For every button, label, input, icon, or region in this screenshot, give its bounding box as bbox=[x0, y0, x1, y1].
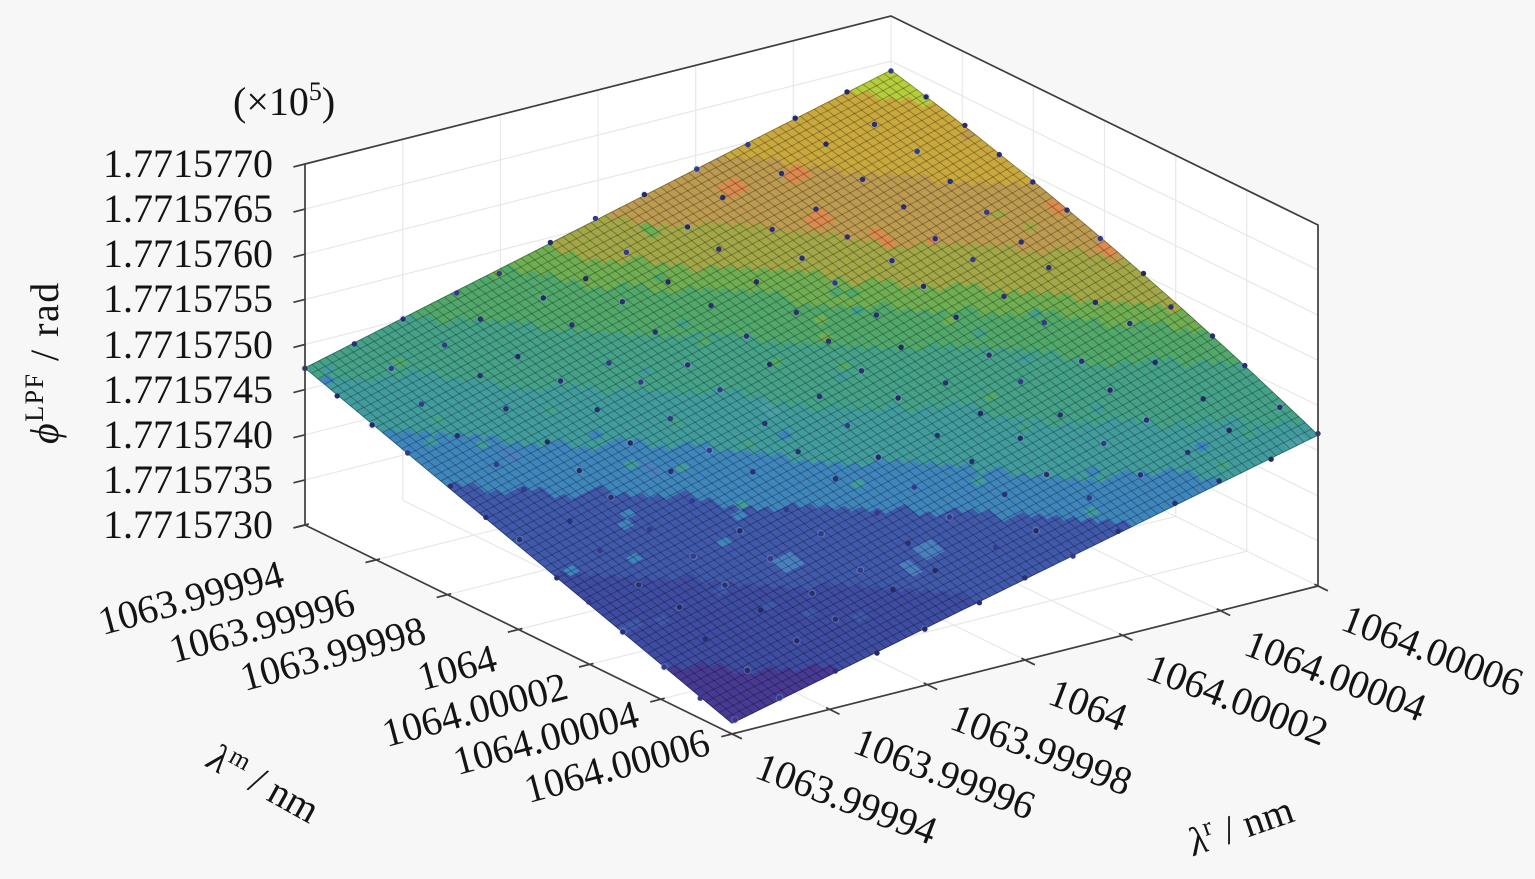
svg-text:1.7715740: 1.7715740 bbox=[103, 412, 273, 457]
svg-text:1.7715730: 1.7715730 bbox=[103, 502, 273, 547]
svg-text:1.7715770: 1.7715770 bbox=[103, 141, 273, 186]
svg-text:1.7715735: 1.7715735 bbox=[103, 457, 273, 502]
svg-text:1.7715745: 1.7715745 bbox=[103, 367, 273, 412]
svg-text:ϕLPF / rad: ϕLPF / rad bbox=[20, 281, 67, 444]
svg-text:1.7715765: 1.7715765 bbox=[103, 186, 273, 231]
svg-text:1.7715760: 1.7715760 bbox=[103, 231, 273, 276]
svg-text:1.7715750: 1.7715750 bbox=[103, 322, 273, 367]
svg-text:1.7715755: 1.7715755 bbox=[103, 276, 273, 321]
